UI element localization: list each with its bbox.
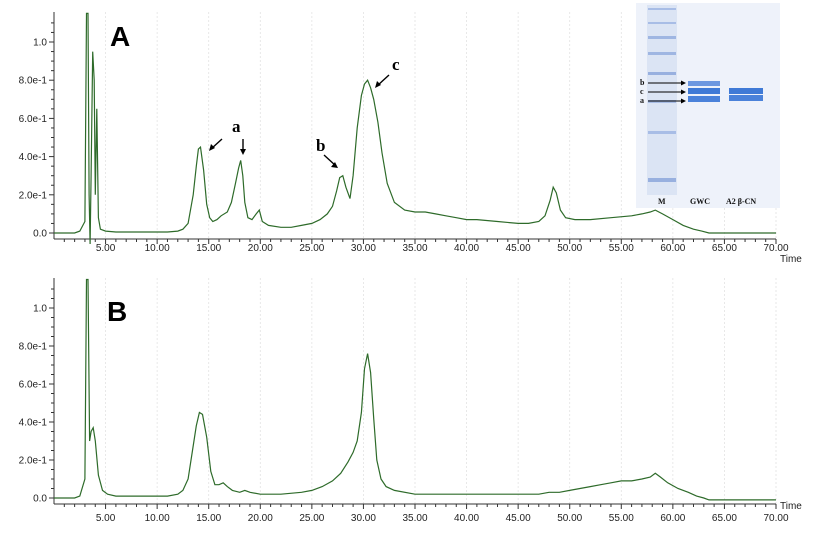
x-tick-label: 70.00 <box>763 513 788 524</box>
x-tick-label: 25.00 <box>299 243 324 254</box>
y-tick-label: 6.0e-1 <box>19 114 48 125</box>
y-tick-label: 2.0e-1 <box>19 456 48 467</box>
gel-band-label-a: a <box>640 96 644 105</box>
y-tick-label: 4.0e-1 <box>19 418 48 429</box>
x-tick-label: 10.00 <box>145 513 170 524</box>
x-tick-label: 40.00 <box>454 513 479 524</box>
x-tick-label: 55.00 <box>609 243 634 254</box>
panel-a-y-ticks: 0.0 2.0e-1 4.0e-1 6.0e-1 8.0e-1 1.0 <box>19 22 54 240</box>
x-tick-label: 55.00 <box>609 513 634 524</box>
panel-a-letter: A <box>110 21 130 52</box>
arrowhead-c-icon <box>375 81 381 88</box>
gel-gwc-lane <box>688 81 720 102</box>
arrowhead-a-1-icon <box>209 144 215 151</box>
marker-band <box>648 72 676 75</box>
x-tick-label: 70.00 <box>763 243 788 254</box>
gwc-band-a <box>688 96 720 102</box>
y-tick-label: 0.0 <box>33 229 47 240</box>
y-tick-label: 4.0e-1 <box>19 152 48 163</box>
x-tick-label: 50.00 <box>557 513 582 524</box>
panel-a-chart: 5.00 10.00 15.00 20.00 25.00 30.00 35.00 40.00 4… <box>19 3 802 265</box>
panel-a-series-line <box>54 12 776 245</box>
gel-band-label-b: b <box>640 78 645 87</box>
marker-band <box>648 178 676 182</box>
gwc-band-c <box>688 88 720 94</box>
panel-b-series-line <box>54 278 776 501</box>
gel-a2-lane <box>729 88 763 101</box>
gel-inset: b c a M GWC A2 β-CN <box>636 3 780 208</box>
peak-annotation-b: b <box>316 136 338 168</box>
x-tick-label: 60.00 <box>660 243 685 254</box>
panel-b-xlabel: Time <box>780 501 802 512</box>
x-tick-label: 65.00 <box>712 243 737 254</box>
panel-a-x-ticks: 5.00 10.00 15.00 20.00 25.00 30.00 35.00 40.00 4… <box>63 239 789 254</box>
x-tick-label: 45.00 <box>506 513 531 524</box>
y-tick-label: 1.0 <box>33 304 47 315</box>
panel-b-letter: B <box>107 296 127 327</box>
y-tick-label: 2.0e-1 <box>19 190 48 201</box>
y-tick-label: 0.0 <box>33 494 47 505</box>
panel-b-chart: 5.00 10.00 15.00 20.00 25.00 30.00 35.00 40.00 4… <box>19 278 802 524</box>
x-tick-label: 40.00 <box>454 243 479 254</box>
gel-arrowhead-a-icon <box>681 98 686 104</box>
x-tick-label: 20.00 <box>248 513 273 524</box>
x-tick-label: 20.00 <box>248 243 273 254</box>
panel-b-gridlines <box>105 278 777 504</box>
x-tick-label: 10.00 <box>145 243 170 254</box>
arrowhead-a-2-icon <box>240 149 246 155</box>
gel-arrowhead-c-icon <box>681 89 686 95</box>
y-tick-label: 8.0e-1 <box>19 76 48 87</box>
marker-band <box>648 36 676 39</box>
gel-lane-label-a2: A2 β-CN <box>726 197 756 206</box>
marker-band <box>648 52 676 55</box>
gel-lane-label-m: M <box>658 197 666 206</box>
y-tick-label: 1.0 <box>33 38 47 49</box>
x-tick-label: 35.00 <box>402 243 427 254</box>
panel-b-x-ticks: 5.00 10.00 15.00 20.00 25.00 30.00 35.00 40.00 4… <box>63 504 789 524</box>
x-tick-label: 15.00 <box>196 243 221 254</box>
x-tick-label: 35.00 <box>402 513 427 524</box>
peak-label-c: c <box>392 55 400 74</box>
x-tick-label: 45.00 <box>506 243 531 254</box>
x-tick-label: 30.00 <box>351 513 376 524</box>
x-tick-label: 50.00 <box>557 243 582 254</box>
gel-band-label-c: c <box>640 87 644 96</box>
x-tick-label: 60.00 <box>660 513 685 524</box>
gel-marker-lane <box>647 5 677 195</box>
peak-annotation-a-1: a <box>209 117 241 151</box>
marker-band <box>648 131 676 134</box>
panel-b-y-ticks: 0.0 2.0e-1 4.0e-1 6.0e-1 8.0e-1 1.0 <box>19 288 54 505</box>
x-tick-label: 65.00 <box>712 513 737 524</box>
peak-label-b: b <box>316 136 325 155</box>
a2-band-a <box>729 95 763 101</box>
gwc-band-b <box>688 81 720 86</box>
gel-arrowhead-b-icon <box>681 80 686 86</box>
x-tick-label: 25.00 <box>299 513 324 524</box>
marker-band <box>648 8 676 10</box>
y-tick-label: 6.0e-1 <box>19 380 48 391</box>
peak-annotation-c: c <box>375 55 400 88</box>
marker-band <box>648 22 676 24</box>
arrowhead-b-icon <box>331 162 338 168</box>
panel-a-xlabel: Time <box>780 254 802 265</box>
a2-band-c <box>729 88 763 94</box>
peak-label-a-1: a <box>232 117 241 136</box>
y-tick-label: 8.0e-1 <box>19 342 48 353</box>
x-tick-label: 30.00 <box>351 243 376 254</box>
x-tick-label: 5.00 <box>96 243 116 254</box>
x-tick-label: 5.00 <box>96 513 116 524</box>
gel-lane-label-gwc: GWC <box>690 197 710 206</box>
peak-annotation-a-2 <box>240 139 246 155</box>
x-tick-label: 15.00 <box>196 513 221 524</box>
